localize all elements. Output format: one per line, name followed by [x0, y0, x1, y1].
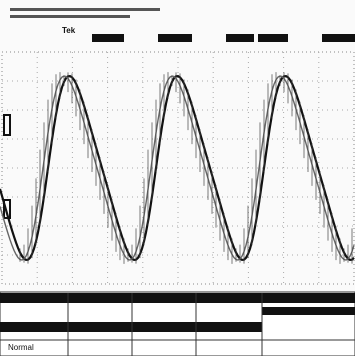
- menu-header: [262, 307, 355, 315]
- header-line: [10, 8, 160, 11]
- oscilloscope-screen: Tek Normal: [0, 0, 355, 356]
- status-block: [226, 34, 254, 42]
- page: Tek Normal (() => { const data = JSON.pa…: [0, 0, 355, 356]
- menu-header: [0, 322, 262, 332]
- menu-header: [0, 293, 355, 303]
- header-line: [10, 15, 130, 18]
- brand: Tek: [62, 26, 76, 35]
- status-block: [322, 34, 355, 42]
- status-block: [92, 34, 124, 42]
- status-block: [158, 34, 192, 42]
- menu-item[interactable]: Normal: [8, 343, 34, 352]
- status-block: [258, 34, 288, 42]
